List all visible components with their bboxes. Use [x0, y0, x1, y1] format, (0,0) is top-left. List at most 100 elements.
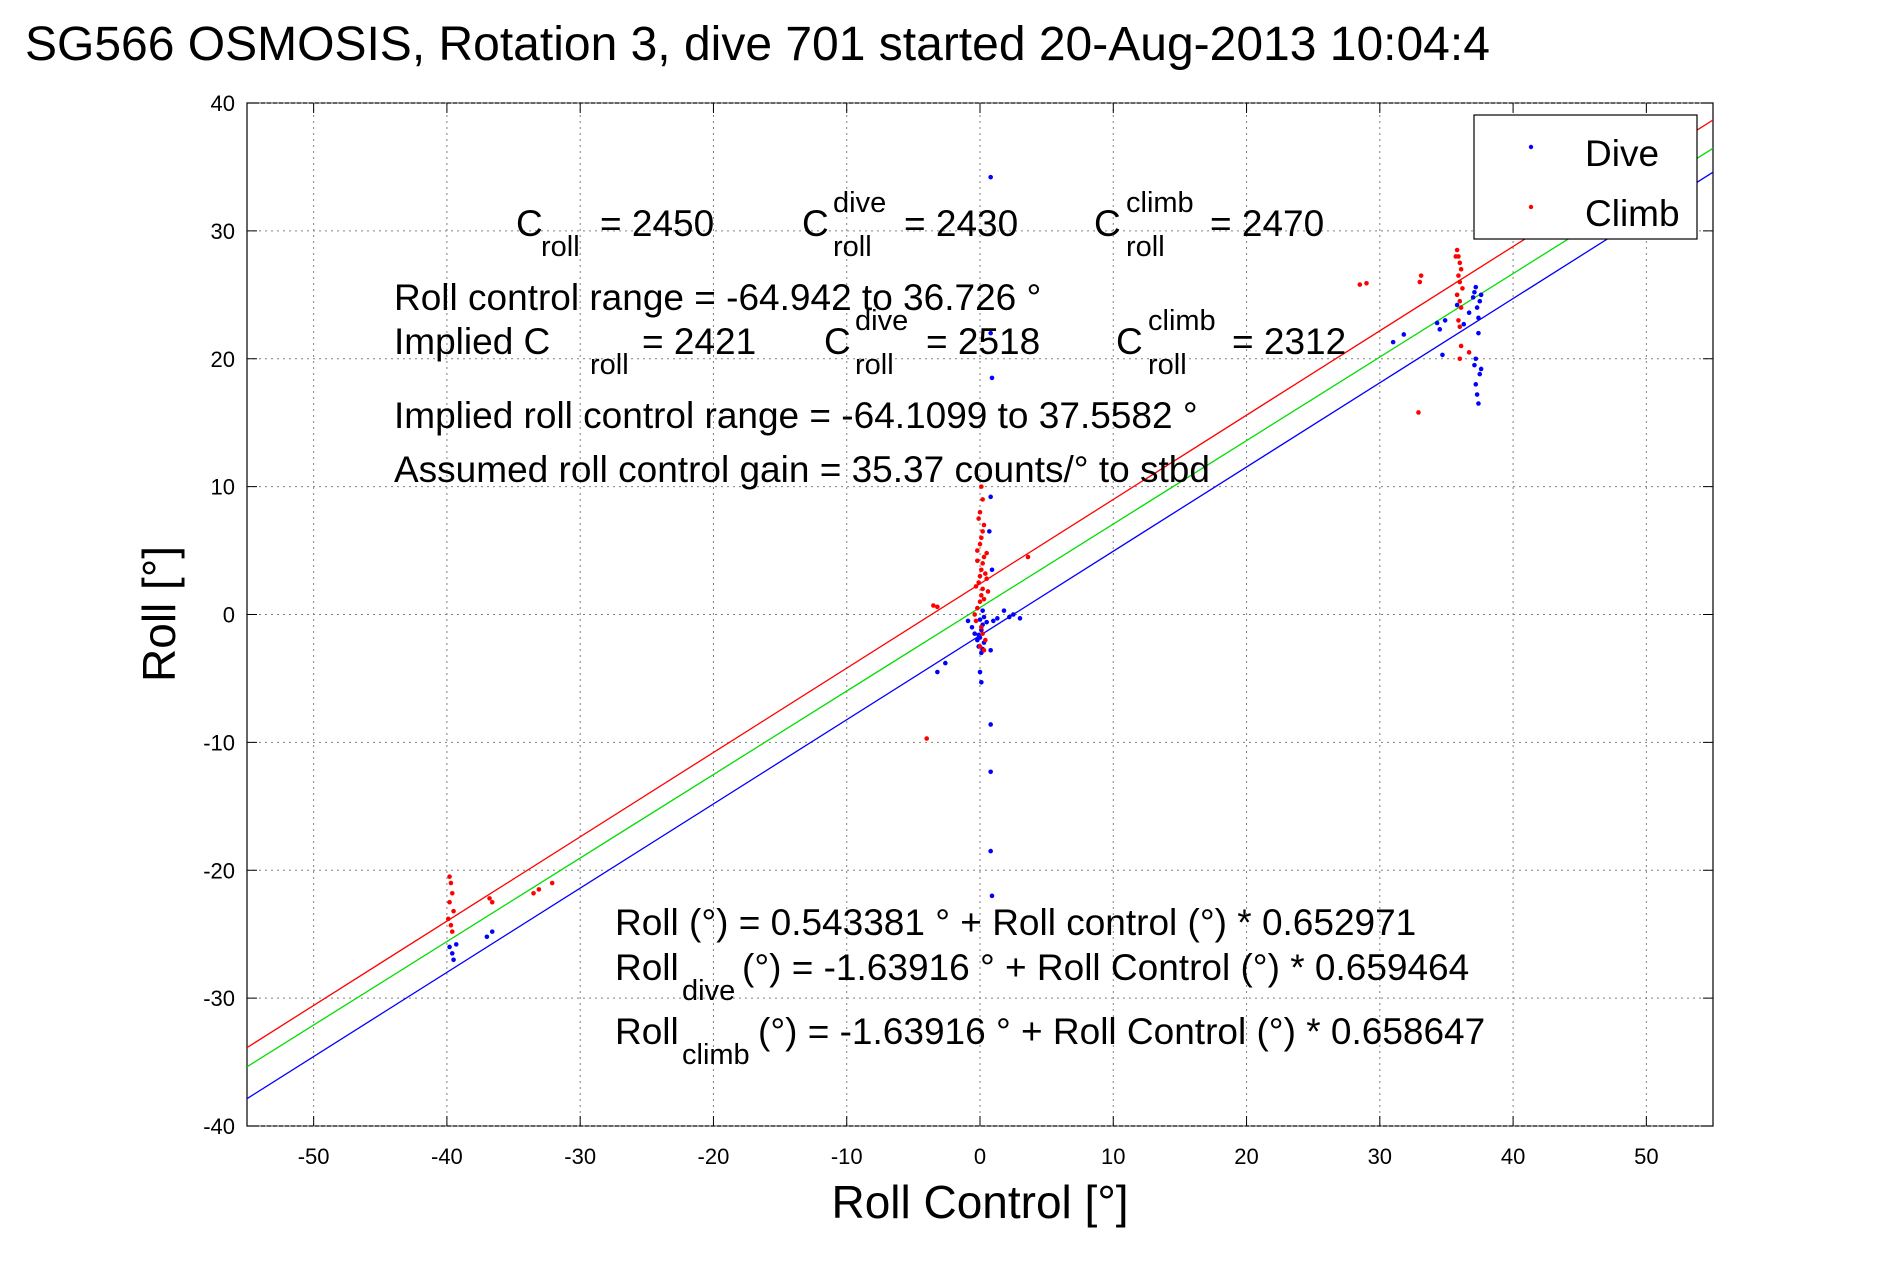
dive-point [989, 567, 995, 573]
climb-point [984, 576, 989, 581]
x-tick-label: 20 [1234, 1144, 1258, 1169]
annotation-c-roll-line: C roll = 2450 C dive roll = 2430 C climb… [516, 187, 1324, 263]
climb-point [977, 573, 983, 579]
svg-text:Roll: Roll [615, 1011, 679, 1052]
dive-point [1476, 330, 1481, 336]
dive-point [1466, 310, 1472, 316]
x-tick-label: -30 [564, 1144, 596, 1169]
climb-point [1456, 273, 1461, 278]
legend-climb-label: Climb [1585, 193, 1680, 234]
climb-point [531, 890, 536, 896]
dive-point [965, 618, 971, 624]
legend-climb-marker [1528, 204, 1534, 210]
climb-point [1416, 410, 1421, 415]
x-tick-label: -10 [831, 1144, 863, 1169]
dive-point [1473, 284, 1479, 290]
climb-point [985, 589, 991, 594]
data-points [445, 174, 1484, 963]
climb-point [935, 604, 940, 610]
y-tick-label: -30 [203, 986, 235, 1011]
y-tick-label: 20 [211, 347, 235, 372]
x-tick-label: 50 [1634, 1144, 1658, 1169]
x-tick-label: -40 [431, 1144, 463, 1169]
dive-point [1390, 339, 1396, 345]
legend-dive-marker [1528, 144, 1534, 150]
climb-point [449, 929, 455, 934]
dive-point [451, 957, 456, 963]
climb-point [983, 637, 988, 643]
climb-point [976, 516, 981, 521]
dive-point [988, 722, 993, 727]
climb-point [1456, 318, 1461, 323]
dive-point [1473, 356, 1479, 362]
dive-point [1476, 315, 1481, 321]
implied-c-dive-sup: dive [855, 305, 908, 337]
implied-c-roll-sub: roll [590, 349, 629, 381]
climb-point [979, 593, 984, 598]
dive-point [972, 631, 977, 636]
dive-point [449, 951, 455, 956]
climb-point [1458, 266, 1464, 272]
climb-point [981, 554, 987, 560]
implied-prefix: Implied C [394, 321, 550, 362]
dive-point [1473, 382, 1479, 387]
dive-point [991, 618, 996, 624]
dive-point [1434, 320, 1440, 326]
svg-text:climb: climb [682, 1039, 750, 1071]
implied-c-dive-symbol: C [824, 321, 851, 362]
climb-point [981, 522, 987, 528]
c-roll-dive-symbol: C [802, 203, 829, 244]
climb-point [979, 567, 984, 573]
climb-point [1457, 260, 1463, 266]
dive-point [1011, 612, 1016, 617]
svg-text:(°) = -1.63916 ° + Roll Contro: (°) = -1.63916 ° + Roll Control (°) * 0.… [758, 1011, 1485, 1052]
climb-point [451, 908, 456, 914]
equation-climb: Roll climb (°) = -1.63916 ° + Roll Contr… [615, 1011, 1485, 1071]
dive-point [981, 614, 987, 620]
dive-point [447, 944, 452, 950]
chart-title: SG566 OSMOSIS, Rotation 3, dive 701 star… [25, 18, 1490, 71]
c-roll-dive-sup: dive [833, 187, 886, 219]
dive-point [1477, 371, 1483, 377]
c-roll-value: 2450 [632, 203, 714, 244]
climb-point [977, 599, 983, 605]
climb-point [980, 497, 985, 502]
x-tick-label: 10 [1101, 1144, 1125, 1169]
climb-point [979, 484, 984, 489]
x-tick-label: -20 [698, 1144, 730, 1169]
dive-point [980, 608, 985, 613]
implied-range: Implied roll control range = -64.1099 to… [394, 395, 1198, 436]
climb-point [448, 880, 454, 886]
c-roll-climb-sup: climb [1126, 187, 1194, 219]
x-tick-label: 30 [1368, 1144, 1392, 1169]
dive-point [1478, 292, 1484, 298]
climb-point [980, 631, 985, 636]
y-tick-label: -20 [203, 858, 235, 883]
climb-point [977, 644, 983, 649]
dive-point [1461, 321, 1467, 327]
climb-point [1418, 273, 1424, 278]
c-roll-symbol: C [516, 203, 543, 244]
dive-point [969, 624, 975, 630]
annotation-implied-line: Implied C roll = 2421 C dive roll = 2518… [394, 305, 1346, 381]
svg-text:= 2470: = 2470 [1210, 203, 1324, 244]
legend: Dive Climb [1473, 114, 1698, 240]
climb-point [1025, 554, 1031, 560]
dive-point [484, 934, 490, 940]
climb-point [489, 899, 495, 905]
climb-point [1454, 292, 1460, 298]
climb-point [1458, 343, 1464, 349]
dive-point [935, 669, 940, 675]
dive-point [988, 769, 993, 775]
climb-point [1454, 247, 1460, 253]
climb-point [445, 916, 451, 922]
climb-point [448, 922, 454, 928]
climb-point [977, 509, 983, 515]
roll-control-range: Roll control range = -64.942 to 36.726 ° [394, 277, 1041, 318]
dive-point [988, 648, 993, 653]
x-tick-label: 40 [1501, 1144, 1525, 1169]
climb-point [1357, 282, 1363, 287]
dive-point [1478, 366, 1484, 372]
dive-point [988, 494, 993, 500]
dive-point [1007, 614, 1012, 620]
